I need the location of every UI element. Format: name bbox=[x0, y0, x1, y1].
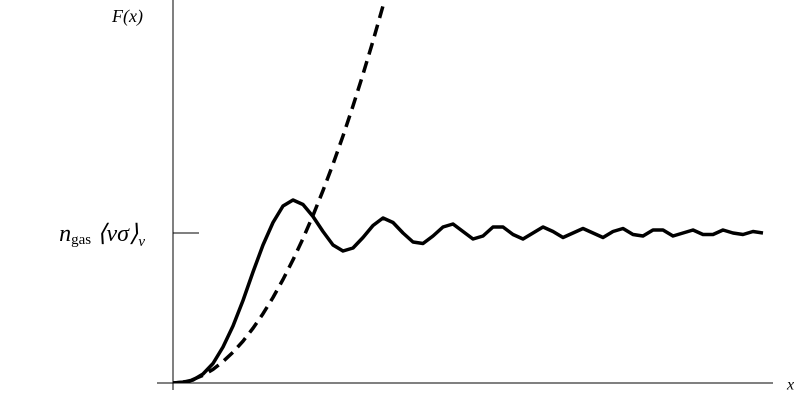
y-tick-label: ngas ⟨vσ⟩v bbox=[59, 221, 145, 251]
y-axis-label: F(x) bbox=[111, 6, 143, 27]
y-tick-label-part: gas bbox=[71, 232, 91, 248]
line-series bbox=[173, 5, 385, 383]
y-tick-label-part: n bbox=[59, 221, 71, 247]
x-axis-label: x bbox=[786, 377, 794, 394]
y-tick-label-part: ⟨vσ⟩ bbox=[97, 221, 139, 247]
y-tick-label-part: v bbox=[138, 234, 145, 250]
line-series bbox=[173, 198, 764, 383]
